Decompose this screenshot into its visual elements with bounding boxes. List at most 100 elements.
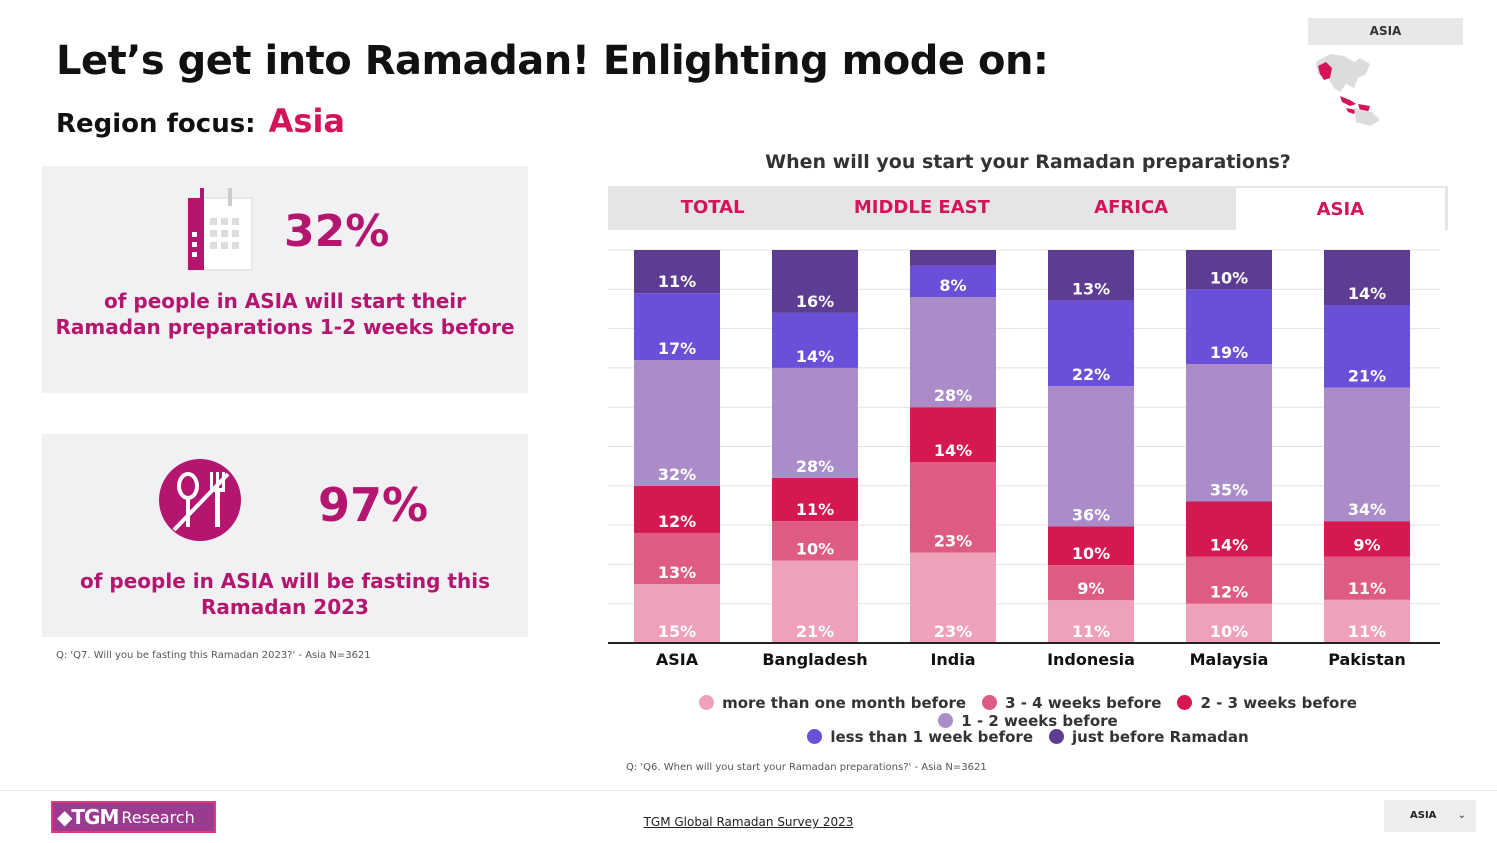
data-label: 14% bbox=[934, 441, 972, 460]
subtitle-region: Asia bbox=[268, 102, 346, 140]
region-tabs: TOTAL MIDDLE EAST AFRICA ASIA bbox=[608, 186, 1448, 230]
data-label: 9% bbox=[1353, 536, 1380, 555]
data-label: 9% bbox=[1077, 579, 1104, 598]
bar-segment bbox=[1048, 565, 1134, 601]
chart-legend: more than one month before 3 - 4 weeks be… bbox=[608, 694, 1448, 730]
bar-segment bbox=[634, 250, 720, 294]
tab-total[interactable]: TOTAL bbox=[680, 197, 745, 218]
logo-text: Research bbox=[121, 807, 195, 827]
chart-legend-row-2: less than 1 week before just before Ramad… bbox=[608, 728, 1448, 746]
data-label: 32% bbox=[658, 465, 696, 484]
bar-segment bbox=[1048, 600, 1134, 643]
bar-segment bbox=[772, 250, 858, 313]
region-select-value: ASIA bbox=[1410, 810, 1437, 821]
data-label: 19% bbox=[1210, 343, 1248, 362]
legend-swatch bbox=[938, 713, 954, 728]
bar-segment bbox=[1324, 521, 1410, 557]
data-label: 10% bbox=[796, 539, 834, 558]
category-label: ASIA bbox=[656, 650, 699, 669]
bar-segment bbox=[910, 250, 996, 266]
map-label: ASIA bbox=[1308, 18, 1463, 45]
tgm-logo[interactable]: ◆TGM Research bbox=[51, 801, 216, 833]
data-label: 8% bbox=[939, 276, 966, 295]
bar-segment bbox=[910, 462, 996, 553]
bar-segment bbox=[910, 552, 996, 643]
tab-africa[interactable]: AFRICA bbox=[1094, 197, 1169, 218]
data-label: 12% bbox=[658, 512, 696, 531]
bar-segment bbox=[772, 477, 858, 522]
legend-swatch bbox=[1177, 695, 1193, 710]
data-label: 23% bbox=[934, 532, 972, 551]
bar-segment bbox=[772, 367, 858, 478]
data-label: 36% bbox=[1072, 505, 1110, 524]
category-label: Malaysia bbox=[1190, 650, 1269, 669]
legend-item: less than 1 week before bbox=[807, 728, 1033, 746]
data-label: 11% bbox=[796, 500, 834, 519]
data-label: 23% bbox=[934, 622, 972, 641]
bar-segment bbox=[1048, 386, 1134, 527]
bar-segment bbox=[1186, 363, 1272, 502]
source-note-fasting: Q: 'Q7. Will you be fasting this Ramadan… bbox=[56, 650, 371, 661]
subtitle-prefix: Region focus: bbox=[56, 109, 256, 139]
tab-asia[interactable]: ASIA bbox=[1235, 186, 1448, 230]
calendar-icon bbox=[187, 188, 253, 271]
data-label: 21% bbox=[796, 622, 834, 641]
bar-segment bbox=[910, 265, 996, 298]
bar-segment bbox=[1186, 501, 1272, 557]
bar-segment bbox=[1324, 250, 1410, 306]
bar-segment bbox=[772, 312, 858, 368]
legend-swatch bbox=[699, 695, 715, 710]
data-label: 13% bbox=[1072, 280, 1110, 299]
category-label: Pakistan bbox=[1328, 650, 1406, 669]
stat-card-fasting: 97% of people in ASIA will be fasting th… bbox=[42, 434, 528, 637]
chart-title: When will you start your Ramadan prepara… bbox=[765, 151, 1291, 173]
data-label: 15% bbox=[658, 622, 696, 641]
asia-map-icon bbox=[1316, 54, 1380, 126]
category-label: Bangladesh bbox=[762, 650, 867, 669]
stat-text-line: of people in ASIA will start their bbox=[104, 289, 466, 313]
legend-swatch bbox=[807, 729, 823, 744]
footer-divider bbox=[0, 790, 1497, 791]
region-map: ASIA bbox=[1308, 18, 1464, 130]
tab-middle-east[interactable]: MIDDLE EAST bbox=[853, 197, 990, 218]
bar-segment bbox=[1186, 250, 1272, 290]
data-label: 34% bbox=[1348, 500, 1386, 519]
legend-label: 1 - 2 weeks before bbox=[961, 712, 1118, 730]
category-label: India bbox=[930, 650, 975, 669]
data-label: 11% bbox=[1348, 579, 1386, 598]
legend-item: more than one month before bbox=[699, 694, 966, 712]
bar-segment bbox=[634, 293, 720, 361]
bar-segment bbox=[772, 560, 858, 643]
data-label: 11% bbox=[1072, 622, 1110, 641]
chevron-down-icon: ⌄ bbox=[1457, 810, 1466, 821]
stat-text-fasting: of people in ASIA will be fasting this R… bbox=[42, 568, 528, 620]
category-label: Indonesia bbox=[1047, 650, 1135, 669]
bar-segment bbox=[634, 485, 720, 533]
data-label: 14% bbox=[1210, 536, 1248, 555]
stat-value-fasting: 97% bbox=[318, 478, 429, 532]
survey-link-text[interactable]: TGM Global Ramadan Survey 2023 bbox=[643, 815, 854, 829]
source-note-preparations: Q: 'Q6. When will you start your Ramadan… bbox=[626, 762, 987, 773]
stat-value-preparations: 32% bbox=[284, 206, 390, 257]
bar-segment bbox=[1324, 305, 1410, 388]
data-label: 14% bbox=[1348, 284, 1386, 303]
region-select[interactable]: ASIA ⌄ bbox=[1384, 800, 1476, 832]
data-label: 22% bbox=[1072, 365, 1110, 384]
data-label: 10% bbox=[1210, 622, 1248, 641]
bar-segment bbox=[1324, 556, 1410, 600]
data-label: 12% bbox=[1210, 583, 1248, 602]
data-label: 28% bbox=[796, 457, 834, 476]
data-label: 11% bbox=[1348, 622, 1386, 641]
data-label: 16% bbox=[796, 292, 834, 311]
stat-text-line: of people in ASIA will be fasting this bbox=[80, 569, 490, 593]
bar-segment bbox=[634, 532, 720, 585]
stat-text-preparations: of people in ASIA will start their Ramad… bbox=[42, 288, 528, 340]
data-label: 11% bbox=[658, 272, 696, 291]
legend-swatch bbox=[982, 695, 998, 710]
legend-label: 2 - 3 weeks before bbox=[1200, 694, 1357, 712]
bar-segment bbox=[910, 407, 996, 463]
legend-item: 2 - 3 weeks before bbox=[1177, 694, 1357, 712]
data-label: 35% bbox=[1210, 481, 1248, 500]
legend-item: 1 - 2 weeks before bbox=[938, 712, 1118, 730]
